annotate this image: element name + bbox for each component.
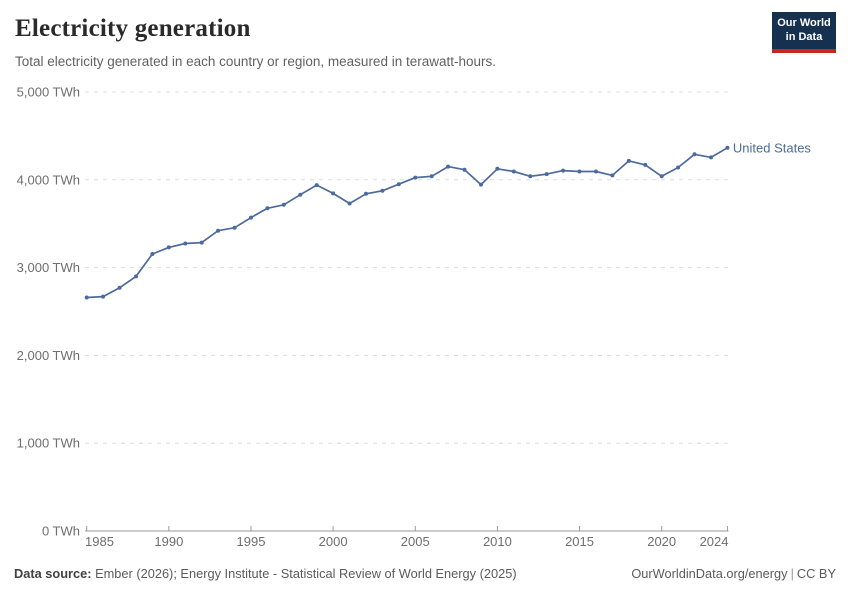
data-point-1996[interactable]: [265, 206, 270, 211]
x-tick-label: 2005: [401, 534, 430, 549]
x-tick-label: 2000: [319, 534, 348, 549]
series-label[interactable]: United States: [733, 140, 812, 155]
data-source-label: Data source:: [14, 566, 92, 581]
data-point-2004[interactable]: [396, 182, 401, 187]
data-point-1990[interactable]: [166, 245, 171, 250]
data-point-2016[interactable]: [594, 169, 598, 174]
data-point-2008[interactable]: [462, 167, 467, 172]
data-point-2011[interactable]: [511, 169, 516, 174]
data-point-2019[interactable]: [643, 162, 648, 167]
data-point-1993[interactable]: [216, 228, 221, 233]
y-tick-label: 2,000 TWh: [17, 348, 80, 363]
data-point-1989[interactable]: [150, 252, 155, 256]
x-tick-label: 2015: [565, 534, 594, 549]
data-point-1994[interactable]: [232, 225, 237, 230]
data-source-note: Data source: Ember (2026); Energy Instit…: [14, 566, 517, 581]
data-point-2010[interactable]: [495, 166, 500, 171]
x-tick-label: 2010: [483, 534, 512, 549]
data-point-2024[interactable]: [725, 145, 730, 150]
data-point-2001[interactable]: [347, 201, 352, 206]
x-tick-label: 1990: [154, 534, 183, 549]
data-point-2023[interactable]: [709, 155, 713, 160]
owid-url-link[interactable]: OurWorldinData.org/energy: [631, 566, 788, 581]
data-point-1995[interactable]: [249, 215, 253, 220]
page-title: Electricity generation: [15, 15, 251, 42]
x-tick-label: 1985: [85, 534, 114, 549]
data-point-1997[interactable]: [281, 202, 286, 207]
data-point-2002[interactable]: [364, 191, 368, 196]
data-point-2014[interactable]: [561, 168, 566, 173]
data-point-2012[interactable]: [528, 174, 533, 179]
data-point-1991[interactable]: [183, 241, 188, 246]
chart-subtitle: Total electricity generated in each coun…: [15, 54, 496, 69]
series-united-states[interactable]: United States: [84, 140, 812, 300]
data-point-2009[interactable]: [479, 182, 483, 187]
y-tick-label: 1,000 TWh: [17, 436, 80, 451]
x-tick-label: 2020: [647, 534, 676, 549]
owid-logo[interactable]: Our World in Data: [772, 12, 836, 53]
data-point-2022[interactable]: [692, 152, 697, 157]
data-point-1992[interactable]: [199, 240, 204, 245]
data-point-2006[interactable]: [429, 174, 434, 179]
chart-footer: Data source: Ember (2026); Energy Instit…: [0, 566, 850, 581]
x-tick-label: 1995: [237, 534, 266, 549]
data-point-2000[interactable]: [331, 191, 336, 196]
data-point-1988[interactable]: [134, 274, 138, 279]
data-point-1998[interactable]: [298, 192, 303, 197]
data-point-2005[interactable]: [413, 175, 418, 180]
data-point-2007[interactable]: [446, 164, 451, 169]
data-point-1986[interactable]: [101, 294, 106, 299]
data-point-2021[interactable]: [676, 165, 681, 170]
y-tick-label: 3,000 TWh: [17, 260, 80, 275]
data-point-2015[interactable]: [577, 169, 582, 174]
data-point-2020[interactable]: [659, 174, 664, 179]
data-point-1985[interactable]: [84, 295, 89, 300]
footer-links: OurWorldinData.org/energy | CC BY: [631, 566, 836, 581]
y-tick-label: 4,000 TWh: [17, 172, 80, 187]
series-line[interactable]: [85, 146, 729, 299]
owid-logo-line2: in Data: [785, 30, 823, 43]
data-point-1999[interactable]: [314, 183, 319, 188]
data-point-2003[interactable]: [380, 188, 385, 193]
data-source-text: Ember (2026); Energy Institute - Statist…: [91, 566, 517, 581]
owid-logo-line1: Our World: [777, 17, 831, 29]
footer-divider: |: [790, 566, 794, 581]
x-tick-label: 2024: [700, 534, 729, 549]
data-point-2013[interactable]: [544, 172, 549, 177]
data-point-2017[interactable]: [610, 173, 615, 178]
y-tick-label: 5,000 TWh: [17, 85, 80, 100]
license-link[interactable]: CC BY: [796, 566, 836, 581]
y-tick-label: 0 TWh: [42, 524, 80, 539]
data-point-1987[interactable]: [117, 285, 122, 290]
data-point-2018[interactable]: [626, 158, 631, 163]
